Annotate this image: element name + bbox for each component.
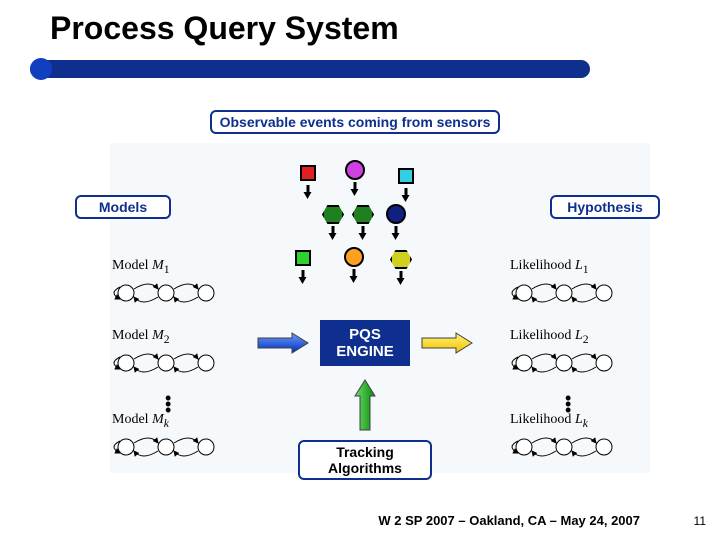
label-text: Models: [99, 199, 147, 215]
state-graph-icon: [510, 346, 620, 380]
sensor-shape: [398, 168, 414, 184]
model-block: Model M1: [112, 258, 252, 310]
arrow-down-icon: [299, 270, 308, 284]
arrow-down-icon: [402, 188, 411, 202]
tracking-algorithms-box: TrackingAlgorithms: [298, 440, 432, 480]
sensor-shape: [390, 250, 412, 269]
state-graph-icon: [112, 430, 222, 464]
arrow-down-icon: [304, 185, 313, 199]
shape-circle-icon: [344, 247, 364, 267]
vertical-ellipsis-icon: •••: [165, 395, 171, 413]
likelihood-label: Likelihood L1: [510, 258, 650, 276]
shape-hexagon-icon: [322, 205, 344, 224]
title-rule-knob: [30, 58, 52, 80]
vertical-ellipsis-icon: •••: [565, 395, 571, 413]
shape-hexagon-icon: [390, 250, 412, 269]
state-graph-icon: [112, 276, 222, 310]
model-block: Model Mk: [112, 412, 252, 464]
state-graph-icon: [112, 346, 222, 380]
arrow-down-icon: [350, 269, 359, 283]
sensor-shape: [322, 205, 344, 224]
arrow-down-icon: [397, 271, 406, 285]
slide-title: Process Query System: [50, 10, 399, 47]
arrow-down-icon: [392, 226, 401, 240]
arrow-models-to-pqs: [256, 332, 310, 354]
model-label: Model M2: [112, 328, 252, 346]
shape-square-icon: [300, 165, 316, 181]
sensor-shape: [300, 165, 316, 181]
shape-square-icon: [295, 250, 311, 266]
sensor-shape: [344, 247, 364, 267]
model-label: Model M1: [112, 258, 252, 276]
model-block: Model M2: [112, 328, 252, 380]
label-models: Models: [75, 195, 171, 219]
model-label: Model Mk: [112, 412, 252, 430]
arrow-down-icon: [359, 226, 368, 240]
arrow-down-icon: [329, 226, 338, 240]
title-rule: [30, 60, 590, 78]
sensor-shape: [386, 204, 406, 224]
likelihood-label: Likelihood Lk: [510, 412, 650, 430]
state-graph-icon: [510, 276, 620, 310]
shape-square-icon: [398, 168, 414, 184]
likelihood-block: Likelihood Lk: [510, 412, 650, 464]
slide: Process Query System Observable events c…: [0, 0, 720, 540]
page-number: 11: [694, 514, 706, 528]
sensor-shape: [352, 205, 374, 224]
arrow-pqs-to-likelihood: [420, 332, 474, 354]
sensor-shape: [295, 250, 311, 266]
state-graph-icon: [510, 430, 620, 464]
label-hypothesis: Hypothesis: [550, 195, 660, 219]
label-text: PQSENGINE: [336, 326, 394, 361]
footer-text: W 2 SP 2007 – Oakland, CA – May 24, 2007: [378, 513, 640, 528]
sensor-shape: [345, 160, 365, 180]
arrow-tracking-to-pqs: [353, 378, 377, 432]
label-text: Hypothesis: [567, 199, 642, 215]
likelihood-block: Likelihood L1: [510, 258, 650, 310]
shape-circle-icon: [345, 160, 365, 180]
likelihood-label: Likelihood L2: [510, 328, 650, 346]
label-text: TrackingAlgorithms: [328, 444, 402, 476]
label-observable-events: Observable events coming from sensors: [210, 110, 500, 134]
shape-circle-icon: [386, 204, 406, 224]
pqs-engine-box: PQSENGINE: [320, 320, 410, 366]
likelihood-block: Likelihood L2: [510, 328, 650, 380]
shape-hexagon-icon: [352, 205, 374, 224]
label-text: Observable events coming from sensors: [220, 114, 491, 130]
arrow-down-icon: [351, 182, 360, 196]
